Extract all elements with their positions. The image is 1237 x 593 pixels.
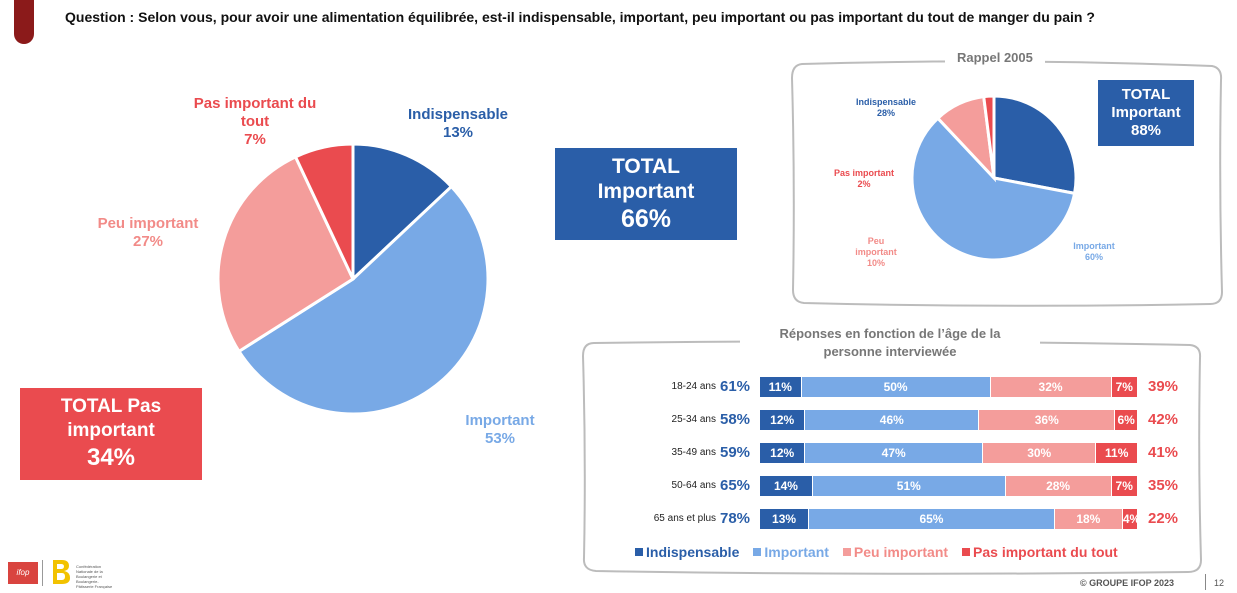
age-row: 50-64 ans 65% 14% 51% 28% 7% 35% <box>590 476 1190 496</box>
logo-separator <box>42 560 43 586</box>
bar-segment-pas-important: 11% <box>1096 443 1138 463</box>
age-total-important: 65% <box>720 477 751 494</box>
age-row: 65 ans et plus 78% 13%65%18%4% 22% <box>590 509 1190 529</box>
legend-label-peu-important: Peu important <box>853 544 949 560</box>
footer-separator <box>1205 574 1206 590</box>
bar-segment-indispensable: 13% <box>760 509 810 529</box>
pie-slice-pas-important <box>293 142 355 280</box>
age-row-label: 25-34 ans <box>671 414 716 425</box>
boulangerie-logo-text: Confédération Nationale de la Boulangeri… <box>76 564 113 589</box>
age-total-important: 58% <box>720 411 751 428</box>
rappel-label-peu-important: Peu important 10% <box>855 236 897 268</box>
age-stacked-bar: 12% 47% 30% 11% <box>760 443 1138 463</box>
age-total-important: 78% <box>720 510 751 527</box>
legend-label-indispensable: Indispensable <box>646 544 740 560</box>
label-peu-important: Peu important 27% <box>97 215 199 250</box>
age-row-label: 35-49 ans <box>671 447 716 458</box>
legend-label-important: Important <box>764 544 829 560</box>
pie-slice-important <box>236 184 490 416</box>
total-important-box: TOTAL Important 66% <box>555 148 737 240</box>
age-row-label: 65 ans et plus <box>653 513 716 524</box>
copyright: © GROUPE IFOP 2023 <box>1080 578 1174 588</box>
bar-segment-peu-important: 18% <box>1054 509 1123 529</box>
age-stacked-bar: 13%65%18%4% <box>760 509 1138 529</box>
legend-item-peu-important: Peu important <box>842 544 949 560</box>
rappel-title: Rappel 2005 <box>945 50 1045 65</box>
rappel-label-indispensable: Indispensable 28% <box>855 97 917 118</box>
legend-item-indispensable: Indispensable <box>635 544 739 560</box>
bar-segment-indispensable: 14% <box>760 476 813 496</box>
bar-segment-indispensable: 11% <box>760 377 802 397</box>
age-total-pas-important: 22% <box>1148 510 1179 527</box>
question-text: Question : Selon vous, pour avoir une al… <box>65 9 1095 25</box>
legend-item-pas-important: Pas important du tout <box>962 544 1118 560</box>
pie-slice-important <box>910 116 1077 262</box>
age-row: 25-34 ans 58% 12% 46% 36% 6% 42% <box>590 410 1190 430</box>
age-row: 18-24 ans 61% 11% 50% 32% 7% 39% <box>590 377 1190 397</box>
age-frame <box>581 340 1203 575</box>
bar-segment-peu-important: 30% <box>983 443 1097 463</box>
bar-segment-pas-important: 4% <box>1122 509 1138 529</box>
age-total-important: 61% <box>720 378 751 395</box>
total-pas-important-box: TOTAL Pas important 34% <box>20 388 202 480</box>
age-total-pas-important: 41% <box>1148 444 1179 461</box>
age-row-label: 18-24 ans <box>671 381 716 392</box>
age-section-title: Réponses en fonction de l’âge de la pers… <box>740 325 1040 361</box>
rappel-frame <box>790 60 1224 307</box>
age-stacked-bar: 14% 51% 28% 7% <box>760 476 1138 496</box>
boulangerie-logo-icon <box>53 560 70 584</box>
bar-segment-peu-important: 36% <box>979 410 1116 430</box>
bar-segment-important: 50% <box>801 377 991 397</box>
bar-segment-pas-important: 7% <box>1111 476 1138 496</box>
label-indispensable: Indispensable 13% <box>407 106 509 141</box>
age-total-pas-important: 42% <box>1148 411 1179 428</box>
bar-segment-indispensable: 12% <box>760 443 806 463</box>
bar-segment-peu-important: 28% <box>1005 476 1112 496</box>
pie-slice-indispensable <box>351 142 454 283</box>
rappel-label-important: Important 60% <box>1073 241 1115 262</box>
bar-segment-important: 47% <box>805 443 984 463</box>
pie-slice-pas-important <box>982 94 996 179</box>
label-pas-important: Pas important du tout 7% <box>193 95 317 148</box>
legend-swatch-pas-important <box>962 548 971 556</box>
page-number: 12 <box>1214 578 1225 588</box>
label-important: Important 53% <box>465 412 535 447</box>
legend-swatch-peu-important <box>842 548 851 556</box>
age-row: 35-49 ans 59% 12% 47% 30% 11% 41% <box>590 443 1190 463</box>
legend-item-important: Important <box>753 544 829 560</box>
bar-segment-peu-important: 32% <box>990 377 1112 397</box>
age-stacked-bar: 11% 50% 32% 7% <box>760 377 1138 397</box>
rappel-total-box: TOTAL Important 88% <box>1098 80 1194 146</box>
accent-bar <box>14 0 34 44</box>
pie-slice-indispensable <box>992 94 1078 196</box>
age-total-important: 59% <box>720 444 751 461</box>
rappel-pie-chart <box>910 94 1078 262</box>
legend-swatch-important <box>753 548 762 556</box>
main-pie-chart <box>216 142 490 416</box>
bar-segment-important: 46% <box>805 410 980 430</box>
ifop-logo: ifop <box>8 562 38 584</box>
rappel-label-pas-important: Pas important 2% <box>833 168 894 189</box>
age-row-label: 50-64 ans <box>671 480 716 491</box>
age-legend: Indispensable Important Peu important Pa… <box>635 544 1118 560</box>
legend-label-pas-important: Pas important du tout <box>973 544 1118 560</box>
age-stacked-bar: 12% 46% 36% 6% <box>760 410 1138 430</box>
bar-segment-pas-important: 6% <box>1115 410 1138 430</box>
bar-segment-important: 51% <box>812 476 1006 496</box>
age-total-pas-important: 35% <box>1148 477 1179 494</box>
age-total-pas-important: 39% <box>1148 378 1179 395</box>
bar-segment-pas-important: 7% <box>1111 377 1138 397</box>
bar-segment-indispensable: 12% <box>760 410 806 430</box>
pie-slice-peu-important <box>216 154 355 354</box>
legend-swatch-indispensable <box>635 548 643 556</box>
bar-segment-important: 65% <box>809 509 1055 529</box>
